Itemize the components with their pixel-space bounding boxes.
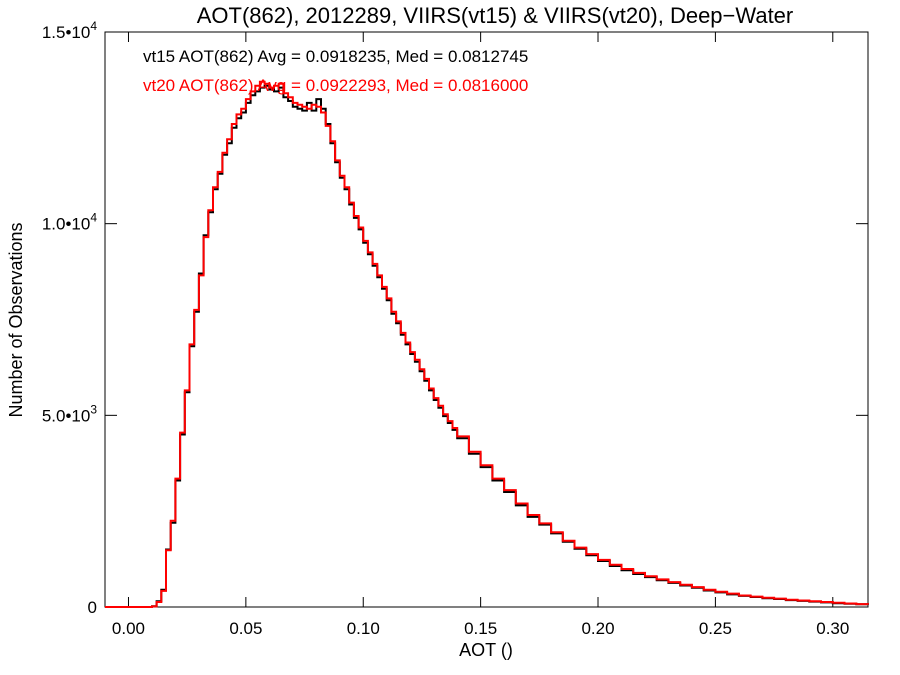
x-axis-label: AOT () — [459, 640, 513, 660]
x-tick-label: 0.25 — [699, 619, 732, 638]
y-tick-label: 1.5•104 — [42, 19, 98, 42]
y-tick-label: 0 — [88, 598, 97, 617]
y-tick-label-base: 1.0•10 — [42, 215, 91, 234]
x-tick-label: 0.20 — [581, 619, 614, 638]
y-tick-label: 5.0•103 — [42, 402, 98, 425]
y-tick-label-exponent: 3 — [90, 402, 97, 416]
y-tick-label-exponent: 4 — [90, 19, 97, 33]
x-tick-label: 0.15 — [464, 619, 497, 638]
plot-frame — [104, 31, 869, 608]
y-tick-label-base: 5.0•10 — [42, 406, 91, 425]
x-tick-label: 0.00 — [112, 619, 145, 638]
annotation-vt20: vt20 AOT(862) Avg = 0.0922293, Med = 0.0… — [143, 76, 528, 95]
y-tick-label-exponent: 4 — [90, 211, 97, 225]
y-tick-label-base: 1.5•10 — [42, 23, 91, 42]
series-group — [105, 80, 869, 608]
histogram-series-0 — [105, 84, 869, 608]
annotation-vt15: vt15 AOT(862) Avg = 0.0918235, Med = 0.0… — [143, 47, 528, 66]
y-tick-label-base: 0 — [88, 598, 97, 617]
x-tick-label: 0.30 — [816, 619, 849, 638]
chart-title: AOT(862), 2012289, VIIRS(vt15) & VIIRS(v… — [197, 3, 794, 28]
histogram-series-1 — [105, 80, 869, 608]
y-axis-label: Number of Observations — [6, 222, 26, 417]
x-tick-label: 0.10 — [347, 619, 380, 638]
y-tick-label: 1.0•104 — [42, 211, 98, 234]
x-axis-ticks: 0.00 0.05 0.10 0.15 0.20 0.25 0.30 — [112, 32, 849, 638]
x-tick-label: 0.05 — [229, 619, 262, 638]
